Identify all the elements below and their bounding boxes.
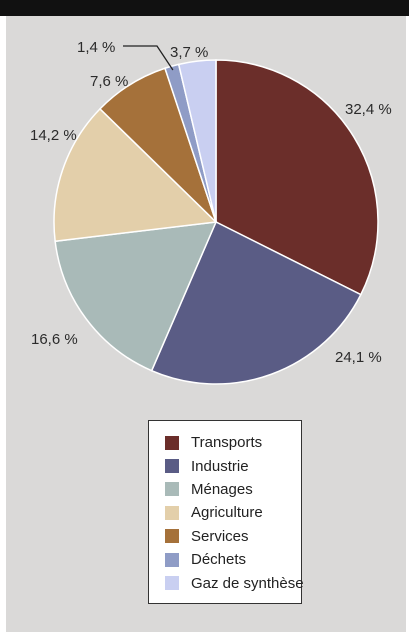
legend-label: Ménages <box>191 480 253 498</box>
slice-label-d-chets: 1,4 % <box>77 39 115 56</box>
slice-label-agriculture: 14,2 % <box>30 127 77 144</box>
pie-slice-gaz-de-synth-se <box>177 59 217 223</box>
slice-label-gaz-de-synth-se: 3,7 % <box>170 44 208 61</box>
slice-label-m-nages: 16,6 % <box>31 331 78 348</box>
legend-swatch <box>165 552 179 567</box>
legend-item: Services <box>149 525 301 548</box>
legend-item: Agriculture <box>149 501 301 524</box>
legend-label: Déchets <box>191 551 247 569</box>
top-bar <box>0 0 409 16</box>
slice-label-industrie: 24,1 % <box>335 349 382 366</box>
legend: Transports Industrie Ménages Agriculture Ser… <box>148 420 304 604</box>
legend-item: Ménages <box>149 478 301 501</box>
legend-swatch <box>165 576 179 591</box>
legend-item: Transports <box>149 431 301 454</box>
legend-item: Déchets <box>149 548 301 571</box>
legend-label: Services <box>191 527 249 545</box>
legend-swatch <box>165 529 179 544</box>
legend-swatch <box>165 482 179 497</box>
legend-label: Industrie <box>191 457 249 475</box>
leader-line-dechets <box>123 45 174 71</box>
pie-slice-industrie <box>150 220 362 385</box>
legend-swatch <box>165 505 179 520</box>
legend-item: Industrie <box>149 454 301 477</box>
legend-label: Transports <box>191 434 263 452</box>
legend-swatch <box>165 435 179 450</box>
legend-item: Gaz de synthèse <box>149 571 304 594</box>
legend-label: Agriculture <box>191 504 263 522</box>
legend-label: Gaz de synthèse <box>191 574 304 592</box>
slice-label-transports: 32,4 % <box>345 101 392 118</box>
pie-slice-m-nages <box>54 221 218 372</box>
slice-label-services: 7,6 % <box>90 73 128 90</box>
legend-swatch <box>165 459 179 474</box>
pie-slice-agriculture <box>53 107 218 243</box>
pie-slice-transports <box>215 59 379 296</box>
